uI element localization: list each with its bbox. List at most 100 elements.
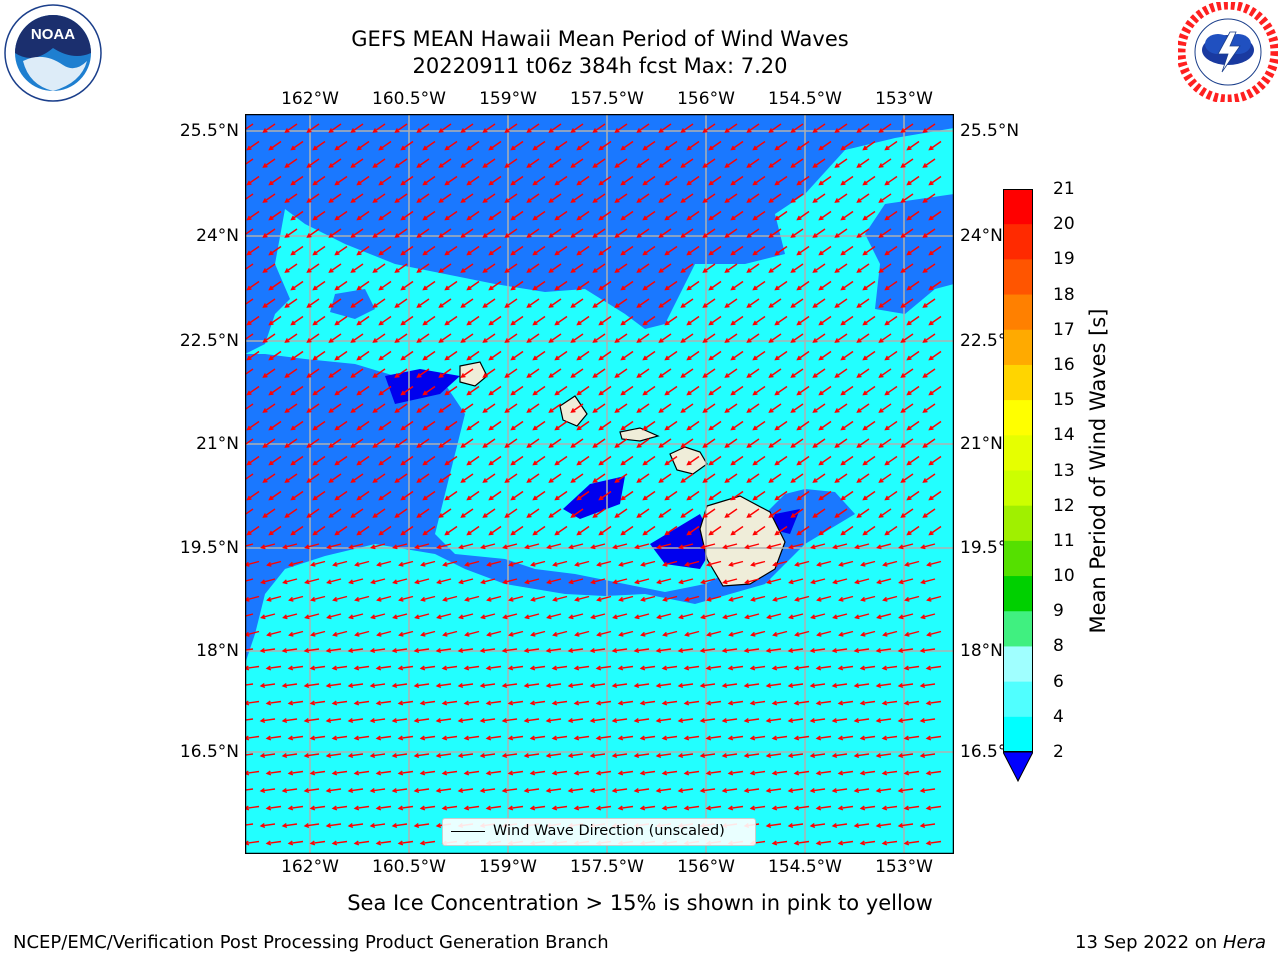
wind-arrow	[797, 350, 810, 361]
wind-arrow-head	[677, 788, 684, 794]
wind-arrow	[641, 770, 656, 775]
wind-arrow-head	[552, 561, 558, 567]
wind-arrow-head	[246, 180, 252, 186]
wind-arrow	[527, 403, 540, 413]
wind-arrow	[643, 350, 656, 361]
wind-arrow	[723, 753, 738, 757]
wind-arrow	[335, 385, 348, 396]
wind-arrow	[333, 840, 348, 845]
wind-arrow	[637, 368, 650, 378]
wind-arrow	[379, 385, 392, 396]
wind-arrow-head	[856, 303, 862, 308]
wind-arrow	[549, 438, 562, 448]
wind-arrow-head	[928, 215, 934, 221]
wind-arrow	[269, 175, 282, 186]
wind-arrow	[731, 525, 744, 536]
wind-arrow-head	[897, 788, 904, 794]
wind-arrow	[615, 473, 628, 483]
wind-arrow	[929, 315, 942, 326]
wind-arrow	[701, 753, 716, 757]
wind-arrow	[335, 315, 348, 326]
wind-arrow	[657, 788, 672, 792]
wind-arrow	[509, 735, 524, 740]
wind-arrow	[371, 788, 386, 792]
wind-arrow	[709, 245, 722, 256]
wind-arrow-head	[441, 700, 448, 706]
wind-arrow	[767, 823, 782, 827]
wind-arrow-head	[400, 215, 406, 221]
wind-arrow-head	[268, 285, 274, 291]
wind-arrow	[725, 298, 738, 308]
wind-arrow-head	[510, 285, 516, 291]
wind-arrow-head	[570, 198, 576, 203]
wind-arrow	[481, 788, 496, 792]
wind-arrow-head	[416, 128, 422, 133]
wind-arrow	[461, 228, 474, 238]
colorbar-tick-label: 17	[1053, 319, 1075, 340]
wind-arrow-head	[796, 145, 802, 151]
wind-arrow-head	[702, 303, 708, 308]
wind-arrow-head	[526, 478, 532, 483]
wind-arrow-head	[768, 408, 774, 413]
wind-arrow	[659, 298, 672, 308]
wind-arrow	[797, 175, 810, 186]
wind-arrow-head	[416, 338, 422, 343]
wind-arrow	[307, 438, 320, 448]
wind-arrow-head	[928, 285, 934, 291]
wind-arrow	[797, 490, 810, 501]
wind-arrow	[423, 385, 436, 396]
wind-arrow-head	[840, 425, 846, 431]
wind-arrow	[553, 700, 568, 705]
wind-arrow-head	[875, 823, 882, 829]
wind-arrow	[665, 420, 678, 431]
wind-arrow-head	[508, 596, 514, 602]
wind-arrow	[703, 298, 716, 308]
wind-arrow	[921, 613, 936, 619]
wind-arrow-head	[369, 753, 376, 759]
wind-arrow-head	[639, 735, 646, 741]
wind-arrow-head	[832, 579, 838, 585]
wind-arrow-head	[488, 355, 494, 361]
wind-arrow	[841, 245, 854, 256]
wind-arrow	[377, 770, 392, 775]
wind-arrow-head	[853, 718, 860, 724]
wind-arrow-head	[526, 163, 532, 168]
wind-arrow-head	[488, 145, 494, 151]
wind-arrow-head	[356, 495, 362, 501]
wind-arrow-head	[284, 198, 290, 203]
wind-arrow-head	[881, 840, 888, 846]
wind-arrow	[467, 140, 480, 151]
wind-arrow-head	[724, 268, 730, 273]
wind-arrow-head	[394, 233, 400, 238]
wind-arrow	[833, 718, 848, 722]
wind-arrow	[797, 455, 810, 466]
wind-arrow	[533, 420, 546, 431]
wind-arrow	[835, 368, 848, 378]
wind-arrow-head	[662, 596, 668, 602]
wind-arrow-head	[397, 665, 404, 671]
wind-arrow	[401, 385, 414, 396]
wind-arrow-head	[881, 700, 888, 706]
wind-arrow-head	[350, 373, 356, 378]
wind-arrow	[663, 700, 678, 705]
colorbar-tick-label: 15	[1053, 390, 1075, 411]
wind-arrow	[929, 350, 942, 361]
wind-arrow	[833, 648, 848, 652]
wind-arrow-head	[460, 408, 466, 413]
wind-arrow	[681, 508, 694, 518]
wind-arrow	[503, 753, 518, 757]
wind-arrow	[415, 788, 430, 792]
wind-arrow	[723, 613, 738, 619]
wind-arrow	[283, 718, 298, 722]
wind-arrow	[621, 140, 634, 151]
wind-arrow-head	[435, 683, 442, 689]
wind-arrow-head	[312, 320, 318, 326]
wind-arrow-head	[463, 700, 470, 706]
wind-arrow	[305, 543, 320, 549]
wind-arrow-head	[246, 285, 252, 291]
wind-arrow	[349, 788, 364, 792]
wind-arrow	[335, 280, 348, 291]
wind-arrow	[621, 210, 634, 221]
colorbar-band	[1003, 681, 1033, 718]
lon-tick-top: 157.5°W	[570, 89, 644, 109]
